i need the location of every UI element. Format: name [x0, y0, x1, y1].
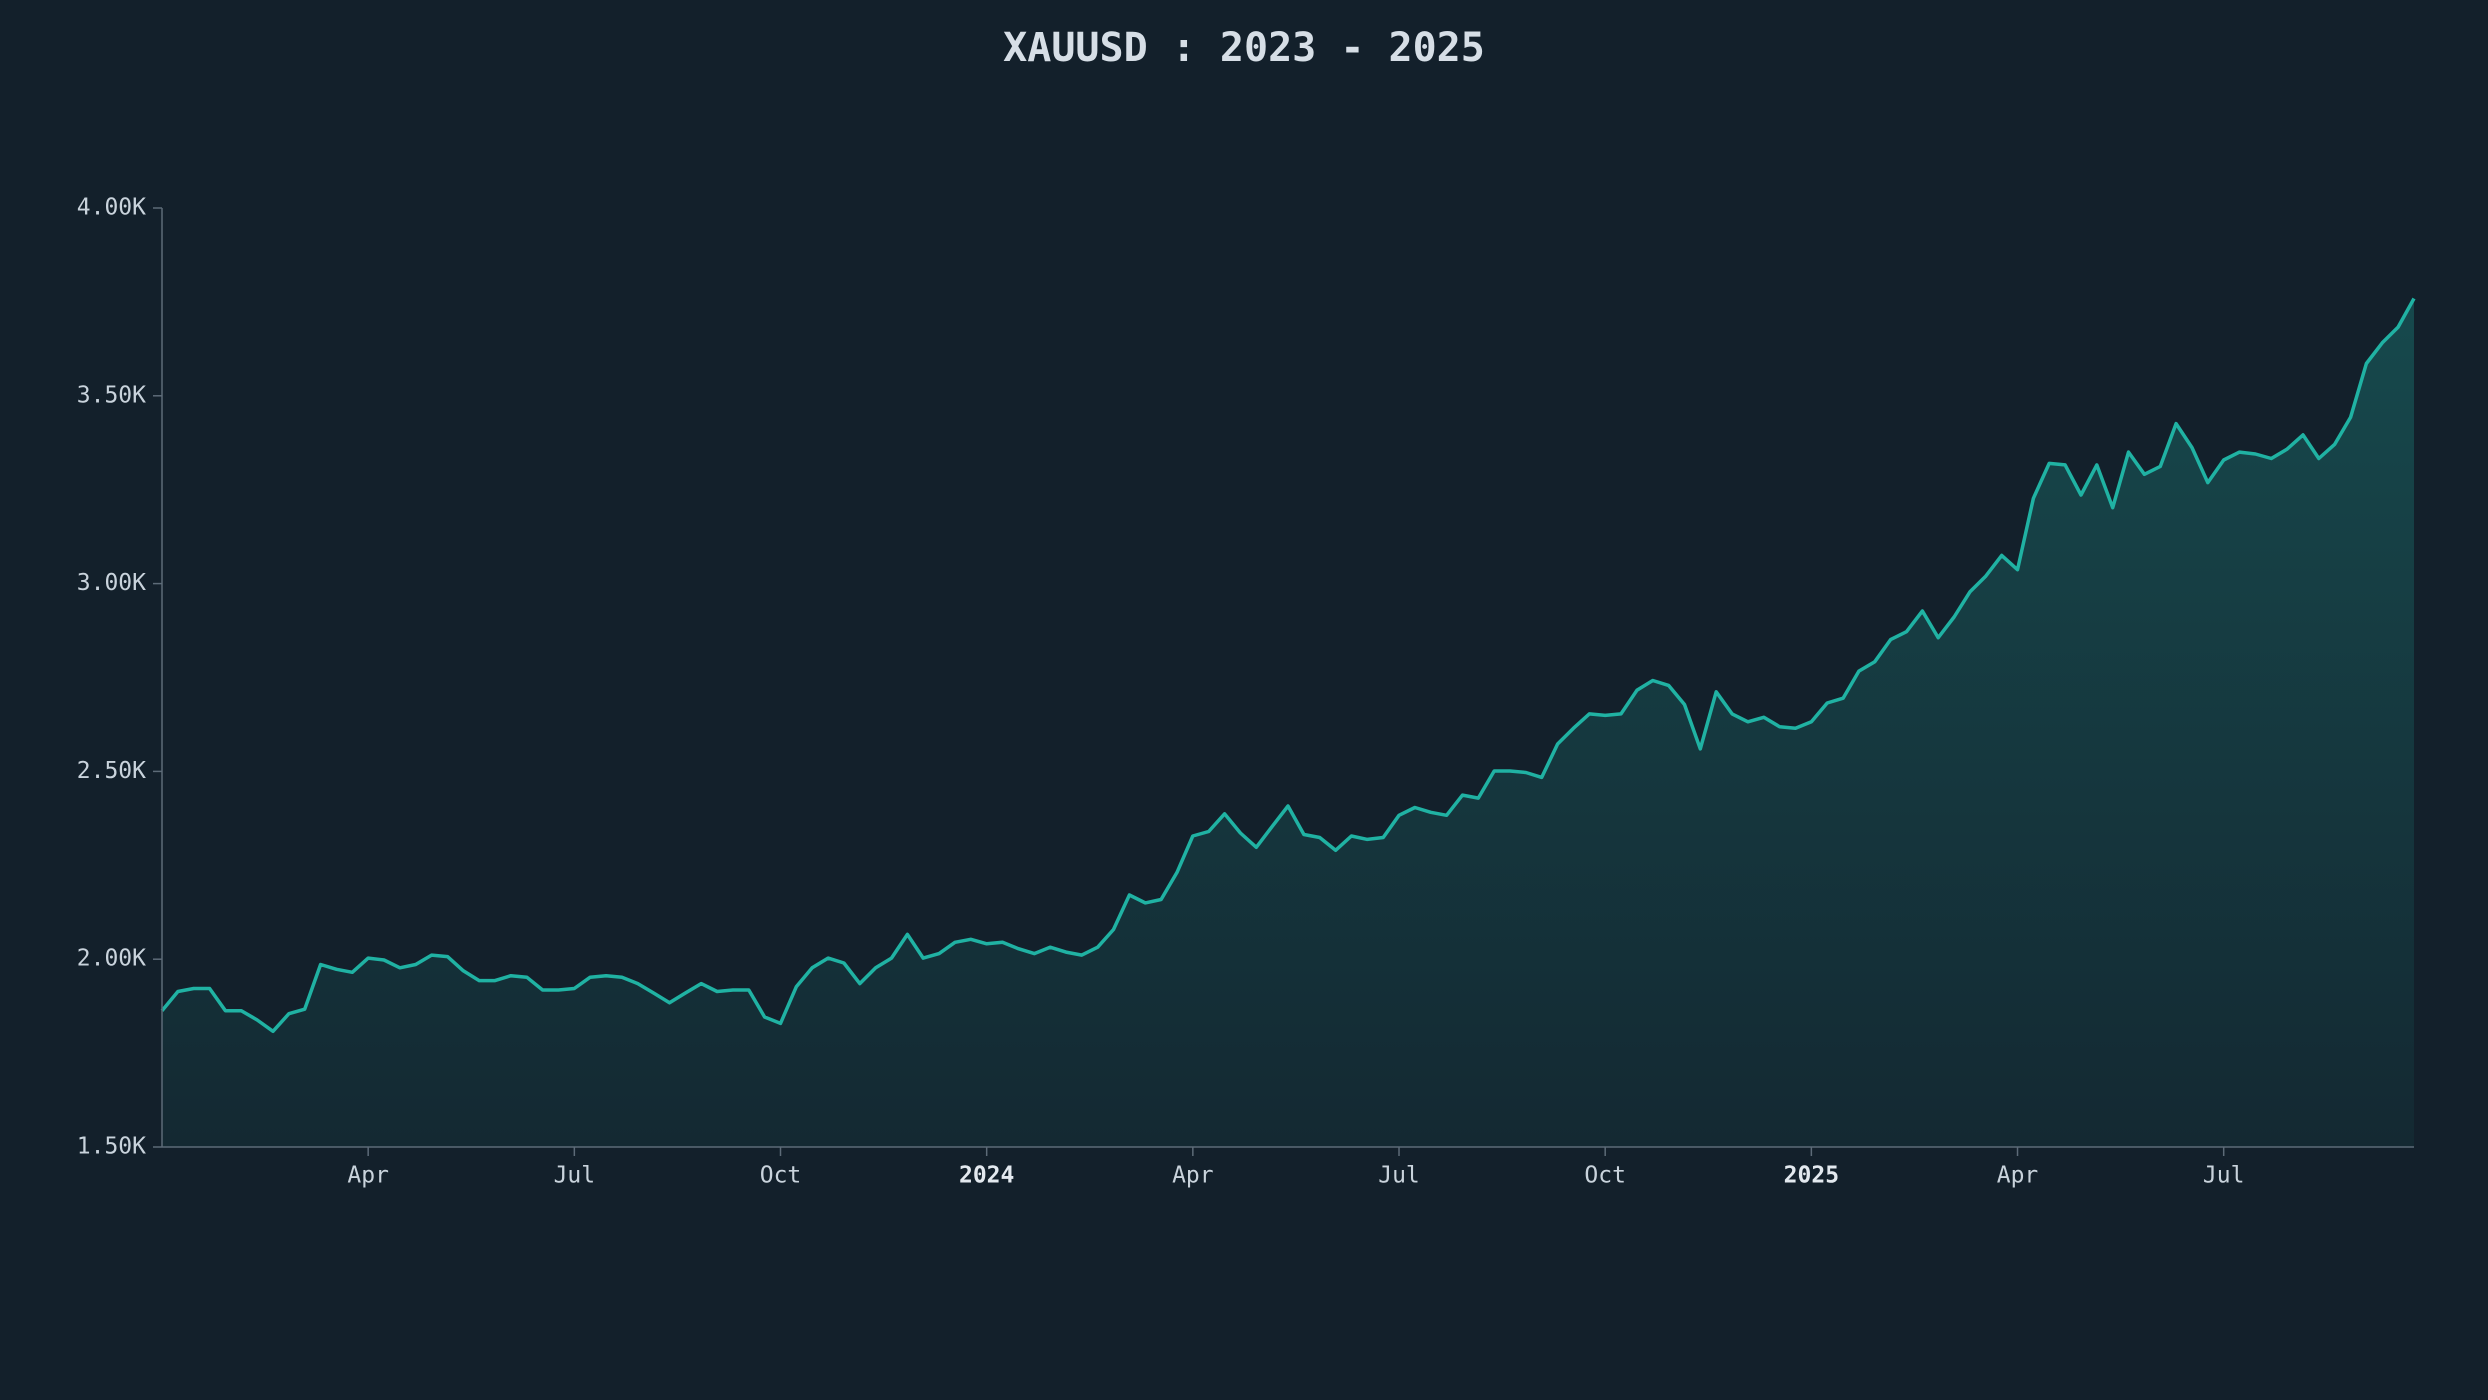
y-tick-label: 2.00K	[77, 946, 146, 972]
x-tick-label: 2025	[1784, 1163, 1839, 1189]
x-tick-label: Jul	[1378, 1163, 1420, 1189]
y-tick-label: 3.50K	[77, 382, 146, 408]
x-tick-label: Apr	[1172, 1163, 1214, 1189]
y-tick-label: 4.00K	[77, 195, 146, 221]
price-line	[160, 297, 2416, 1034]
x-tick-label: Oct	[1584, 1163, 1626, 1189]
chart-title: XAUUSD : 2023 - 2025	[1003, 25, 1485, 71]
x-tick-label: Apr	[1997, 1163, 2039, 1189]
x-tick-label: Jul	[554, 1163, 596, 1189]
y-tick-label: 1.50K	[77, 1134, 146, 1160]
x-tick-label: 2024	[959, 1163, 1014, 1189]
y-tick-label: 2.50K	[77, 758, 146, 784]
area-fill	[162, 298, 2414, 1147]
y-tick-label: 3.00K	[77, 570, 146, 596]
x-tick-label: Oct	[760, 1163, 802, 1189]
x-tick-label: Apr	[347, 1163, 389, 1189]
x-tick-label: Jul	[2203, 1163, 2245, 1189]
